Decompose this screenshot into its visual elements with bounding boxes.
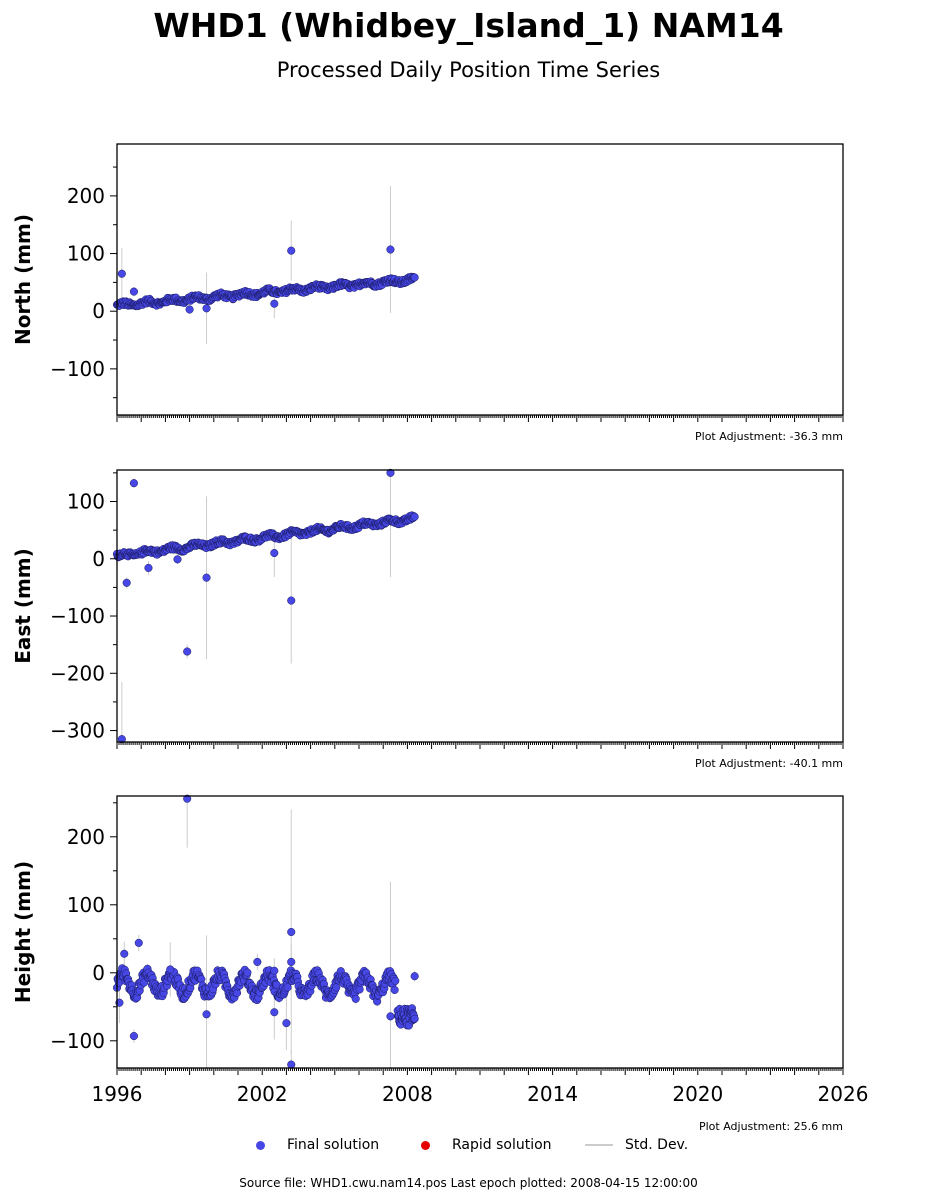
data-point	[270, 1008, 279, 1017]
x-tick-label: 2014	[527, 1082, 578, 1106]
data-point	[183, 794, 192, 803]
data-point	[173, 555, 182, 564]
data-point	[287, 957, 296, 966]
y-tick-label: −100	[50, 604, 105, 628]
data-point	[282, 1019, 291, 1028]
data-point	[390, 985, 399, 994]
y-tick-label: 0	[92, 299, 105, 323]
panel-frame	[116, 795, 844, 1069]
panel-frame	[116, 143, 844, 416]
x-tick-label: 2002	[237, 1082, 288, 1106]
y-tick-label: 100	[67, 242, 105, 266]
data-point	[386, 245, 395, 254]
data-point	[117, 269, 126, 278]
legend-rapid: Rapid solution	[421, 1137, 552, 1153]
data-point	[410, 512, 419, 521]
x-tick-label: 2008	[382, 1082, 433, 1106]
data-point	[185, 305, 194, 314]
data-point	[166, 965, 175, 974]
final-solution-points	[112, 794, 419, 1069]
panel-2: −300 −200 −100 0 100 East (mm) Plot Adjustment…	[11, 468, 844, 770]
y-tick-label: −100	[50, 1029, 105, 1053]
data-point	[117, 735, 126, 744]
data-point	[287, 596, 296, 605]
y-tick-label: 200	[67, 825, 105, 849]
x-tick-label: 2020	[672, 1082, 723, 1106]
plot-adjustment: Plot Adjustment: 25.6 mm	[699, 1120, 843, 1133]
legend-final-marker	[256, 1140, 265, 1150]
y-tick-label: 100	[67, 893, 105, 917]
data-point	[122, 578, 131, 587]
data-point	[351, 994, 360, 1003]
data-point	[120, 949, 129, 958]
data-point	[287, 1060, 296, 1069]
data-point	[270, 966, 279, 975]
plot-adjustment: Plot Adjustment: -36.3 mm	[695, 430, 843, 443]
panel-3: −100 0 100 200 1996 2002 2008 2014 2020 2026 Heigh…	[11, 794, 869, 1133]
data-point	[253, 957, 262, 966]
data-point	[202, 1010, 211, 1019]
legend-stddev: Std. Dev.	[585, 1137, 688, 1153]
data-point	[287, 927, 296, 937]
y-tick-label: 0	[92, 547, 105, 571]
y-axis-label: North (mm)	[11, 214, 35, 345]
y-axis-label: East (mm)	[11, 548, 35, 664]
y-tick-label: −200	[50, 661, 105, 685]
data-point	[129, 287, 138, 296]
y-tick-label: −300	[50, 719, 105, 743]
chart-title: WHD1 (Whidbey_Island_1) NAM14	[153, 6, 784, 45]
y-tick-label: −100	[50, 357, 105, 381]
data-point	[283, 983, 292, 992]
panel-1: −100 0 100 200 North (mm) Plot Adjustment: -3…	[11, 143, 844, 443]
data-point	[386, 468, 395, 477]
chart-subtitle: Processed Daily Position Time Series	[276, 58, 661, 82]
legend-stddev-label: Std. Dev.	[625, 1137, 689, 1153]
data-point	[287, 246, 296, 255]
legend-rapid-label: Rapid solution	[452, 1137, 552, 1153]
data-point	[332, 983, 341, 992]
source-footer: Source file: WHD1.cwu.nam14.pos Last epo…	[239, 1176, 698, 1190]
data-point	[391, 976, 400, 985]
std-dev-bars	[116, 186, 416, 345]
panel-frame	[116, 469, 844, 743]
data-point	[183, 647, 192, 656]
legend-rapid-marker	[421, 1140, 430, 1150]
y-tick-label: 100	[67, 489, 105, 513]
data-point	[355, 985, 364, 994]
legend-final: Final solution	[256, 1137, 379, 1153]
data-point	[129, 1031, 138, 1041]
data-point	[410, 273, 419, 282]
final-solution-points	[112, 245, 419, 314]
data-point	[386, 1012, 395, 1021]
y-tick-label: 0	[92, 961, 105, 985]
legend-stddev-marker	[585, 1144, 613, 1146]
data-point	[410, 972, 419, 981]
data-point	[202, 573, 211, 582]
data-point	[134, 938, 143, 947]
y-tick-label: 200	[67, 184, 105, 208]
plot-adjustment: Plot Adjustment: -40.1 mm	[695, 757, 843, 770]
data-point	[202, 304, 211, 313]
x-tick-label: 2026	[818, 1082, 869, 1106]
std-dev-bars	[116, 470, 416, 742]
data-point	[270, 299, 279, 308]
data-point	[270, 548, 279, 558]
y-axis-label: Height (mm)	[11, 861, 35, 1003]
std-dev-bars	[116, 796, 416, 1068]
final-solution-points	[112, 468, 419, 744]
data-point	[410, 1014, 419, 1023]
x-tick-label: 1996	[92, 1082, 143, 1106]
legend-final-label: Final solution	[287, 1137, 380, 1153]
data-point	[144, 563, 153, 572]
data-point	[243, 968, 252, 977]
data-point	[129, 479, 138, 488]
